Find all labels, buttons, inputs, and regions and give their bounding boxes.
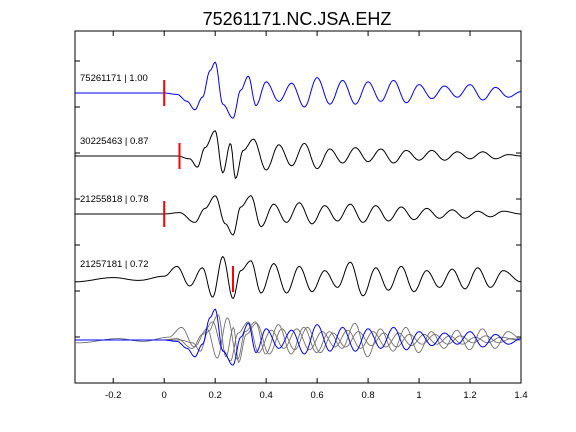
stack-trace-3 xyxy=(75,317,522,361)
x-tick-label: 0.2 xyxy=(209,390,222,401)
trace-line-1 xyxy=(75,130,521,180)
plot-frame xyxy=(74,30,522,384)
x-tick-label: 0.6 xyxy=(311,390,324,401)
trace-label-1: 30225463 | 0.87 xyxy=(80,136,149,147)
left-axis-ticks xyxy=(75,60,80,384)
right-axis-ticks xyxy=(516,60,521,384)
waveform-traces xyxy=(75,61,522,300)
x-tick-label: 0.8 xyxy=(361,390,374,401)
trace-labels: 75261171 | 1.00 30225463 | 0.87 21255818 |… xyxy=(80,73,149,270)
trace-line-2 xyxy=(75,195,521,236)
x-tick-label: 1 xyxy=(416,390,421,401)
x-tick-label: -0.2 xyxy=(105,390,121,401)
x-tick-label: 0.4 xyxy=(260,390,273,401)
trace-label-2: 21255818 | 0.78 xyxy=(80,194,149,205)
x-tick-label: 1.2 xyxy=(463,390,476,401)
trace-line-3 xyxy=(75,255,522,300)
x-tick-label: 1.4 xyxy=(514,390,527,401)
phase-picks xyxy=(163,80,235,292)
overlay-stack xyxy=(75,308,522,366)
trace-label-0: 75261171 | 1.00 xyxy=(80,73,148,84)
stack-trace-reference xyxy=(75,308,522,366)
x-axis-ticks: -0.2 0 0.2 0.4 0.6 0.8 1 1.2 1.4 xyxy=(105,31,528,401)
trace-line-0 xyxy=(75,61,522,119)
x-tick-label: 0 xyxy=(162,390,167,401)
trace-label-3: 21257181 | 0.72 xyxy=(80,259,149,270)
chart-title: 75261171.NC.JSA.EHZ xyxy=(203,9,392,29)
